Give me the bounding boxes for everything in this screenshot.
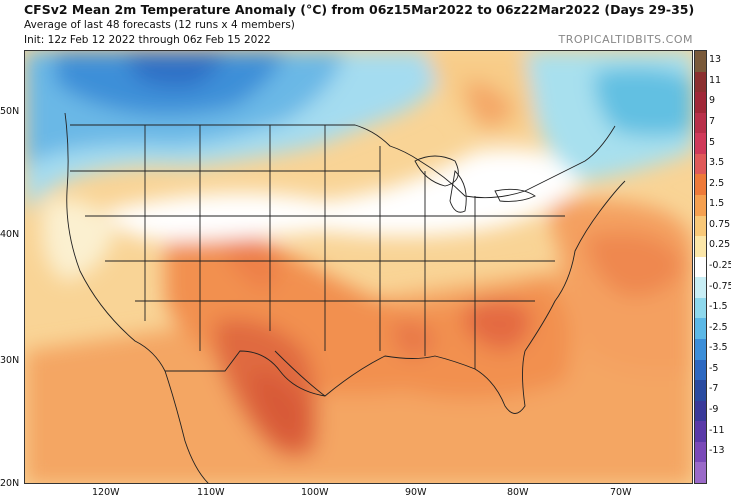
colorbar-label: -11 bbox=[709, 424, 725, 436]
colorbar-label: -0.25 bbox=[709, 260, 731, 271]
colorbar-label: 1.5 bbox=[709, 198, 725, 210]
longitude-label: 100W bbox=[301, 487, 329, 498]
colorbar-segment bbox=[695, 112, 706, 134]
colorbar-segment bbox=[695, 236, 706, 258]
colorbar-segment bbox=[695, 71, 706, 93]
colorbar-label: 7 bbox=[709, 116, 716, 127]
colorbar-segment bbox=[695, 462, 706, 484]
colorbar-segment bbox=[695, 277, 706, 299]
colorbar-segment bbox=[695, 318, 706, 340]
colorbar-label: -2.5 bbox=[709, 321, 728, 333]
colorbar-segment bbox=[695, 400, 706, 422]
longitude-label: 120W bbox=[92, 487, 120, 498]
colorbar-label: 2.5 bbox=[709, 177, 725, 189]
colorbar-segment bbox=[695, 174, 706, 196]
colorbar-segment bbox=[695, 339, 706, 361]
colorbar-label: 11 bbox=[709, 74, 722, 86]
colorbar-segment bbox=[695, 215, 706, 237]
colorbar-label: -0.75 bbox=[709, 280, 731, 292]
colorbar-label: -5 bbox=[709, 362, 719, 374]
colorbar-label: 0.25 bbox=[709, 239, 731, 251]
colorbar-label: -3.5 bbox=[709, 342, 728, 354]
longitude-label: 90W bbox=[405, 487, 427, 498]
colorbar-segment bbox=[695, 195, 706, 217]
colorbar-segment bbox=[695, 256, 706, 278]
colorbar-segment bbox=[695, 153, 706, 175]
latitude-label: 50N bbox=[0, 106, 20, 117]
colorbar-segment bbox=[695, 359, 706, 381]
longitude-label: 70W bbox=[610, 487, 632, 498]
colorbar-label: 9 bbox=[709, 95, 716, 107]
colorbar-segment bbox=[695, 92, 706, 114]
state-borders bbox=[64, 112, 626, 483]
colorbar-label: -13 bbox=[709, 445, 725, 457]
colorbar-segment bbox=[695, 380, 706, 402]
latitude-label: 30N bbox=[0, 355, 20, 366]
colorbar-segment bbox=[695, 133, 706, 155]
colorbar-segment bbox=[695, 441, 706, 463]
map-title: CFSv2 Mean 2m Temperature Anomaly (°C) f… bbox=[24, 2, 695, 17]
latitude-label: 40N bbox=[0, 229, 20, 240]
colorbar-label: -1.5 bbox=[709, 301, 728, 313]
init-time: Init: 12z Feb 12 2022 through 06z Feb 15… bbox=[24, 34, 271, 46]
colorbar-segment bbox=[695, 51, 706, 73]
map-subtitle: Average of last 48 forecasts (12 runs x … bbox=[24, 19, 295, 31]
colorbar-segment bbox=[695, 297, 706, 319]
colorbar-label: -7 bbox=[709, 383, 719, 395]
colorbar-label: 5 bbox=[709, 136, 716, 148]
colorbar-label: 3.5 bbox=[709, 157, 725, 169]
latitude-label: 20N bbox=[0, 478, 20, 489]
colorbar-label: 13 bbox=[709, 54, 722, 66]
colorbar-label: -9 bbox=[709, 404, 719, 415]
colorbar-segment bbox=[695, 421, 706, 443]
colorbar bbox=[694, 50, 707, 484]
longitude-label: 110W bbox=[197, 487, 225, 498]
colorbar-label: 0.75 bbox=[709, 218, 731, 230]
source-credit: TROPICALTIDBITS.COM bbox=[558, 33, 693, 46]
temperature-anomaly-map bbox=[24, 50, 693, 484]
longitude-label: 80W bbox=[507, 487, 529, 498]
